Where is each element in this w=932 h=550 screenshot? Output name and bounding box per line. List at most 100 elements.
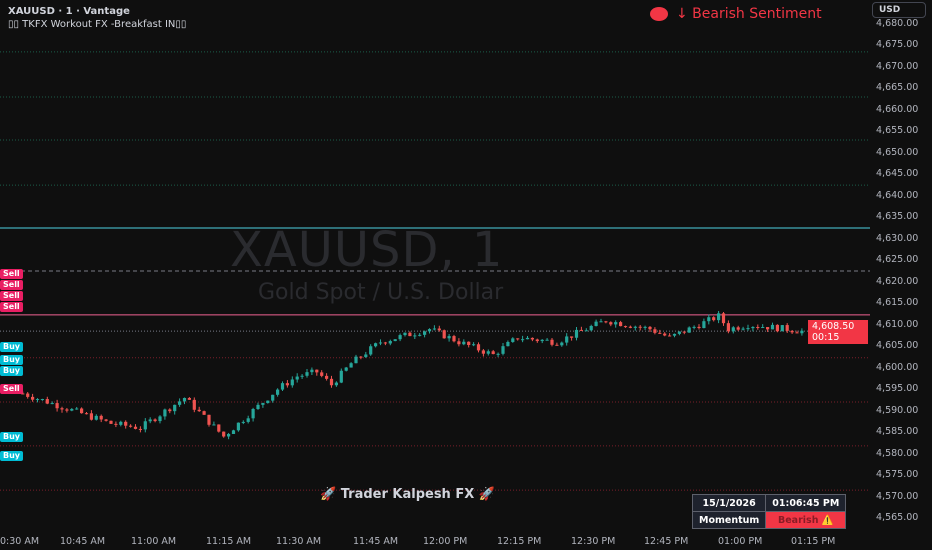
indicator-title[interactable]: ▯▯ TKFX Workout FX -Breakfast IN▯▯ xyxy=(8,19,187,30)
price-tick: 4,625.00 xyxy=(876,254,919,266)
price-tick: 4,580.00 xyxy=(876,447,919,459)
candle-body xyxy=(413,335,417,337)
candle-body xyxy=(393,339,397,342)
candle-body xyxy=(545,339,549,341)
buy-signal: Buy xyxy=(0,451,24,462)
candle-body xyxy=(266,400,270,404)
candle-body xyxy=(672,333,677,336)
price-tick: 4,670.00 xyxy=(876,60,919,72)
time-tick: 0:30 AM xyxy=(0,536,40,547)
candle-body xyxy=(143,421,147,430)
candle-body xyxy=(109,420,113,424)
candle-body xyxy=(94,415,98,420)
price-tick: 4,585.00 xyxy=(876,426,919,438)
candle-body xyxy=(192,399,196,410)
candle-body xyxy=(462,341,466,345)
candle-body xyxy=(476,344,481,351)
candle-body xyxy=(334,382,338,386)
candle-body xyxy=(726,323,730,332)
candle-body xyxy=(457,341,461,345)
candle-body xyxy=(780,325,784,332)
candle-body xyxy=(560,342,564,346)
price-tick: 4,645.00 xyxy=(876,168,919,180)
candle-body xyxy=(658,332,662,334)
candle-body xyxy=(731,327,735,332)
candle-body xyxy=(344,367,348,371)
info-time: 01:06:45 PM xyxy=(765,494,847,512)
time-tick: 11:00 AM xyxy=(131,536,177,547)
price-tick: 4,595.00 xyxy=(876,383,919,395)
candle-body xyxy=(241,421,245,423)
candle-body xyxy=(207,414,211,425)
candle-body xyxy=(623,326,628,328)
sentiment-text: ↓ Bearish Sentiment xyxy=(676,6,822,22)
candle-body xyxy=(187,397,191,400)
candle-body xyxy=(114,423,118,425)
candle-body xyxy=(721,313,726,324)
buy-signal: Buy xyxy=(0,431,24,442)
candle-body xyxy=(212,424,216,426)
candle-body xyxy=(246,418,250,422)
candle-body xyxy=(785,325,789,331)
price-tick: 4,575.00 xyxy=(876,469,919,481)
info-table: 15/1/2026 01:06:45 PM Momentum Bearish ⚠️ xyxy=(691,494,847,529)
candle-body xyxy=(383,342,387,344)
candle-body xyxy=(388,341,392,344)
candle-body xyxy=(633,326,637,328)
candle-body xyxy=(70,408,74,411)
candle-body xyxy=(364,354,368,357)
sell-signal: Sell xyxy=(0,291,23,302)
candle-body xyxy=(437,328,441,331)
chart-header: XAUUSD · 1 · Vantage ▯▯ TKFX Workout FX … xyxy=(8,5,186,31)
candle-body xyxy=(467,341,471,345)
footer-branding: 🚀 Trader Kalpesh FX 🚀 xyxy=(320,487,495,502)
candle-body xyxy=(104,419,108,421)
price-tick: 4,620.00 xyxy=(876,275,919,287)
candle-body xyxy=(173,404,177,412)
price-tick: 4,660.00 xyxy=(876,103,919,115)
candle-body xyxy=(359,356,363,358)
candle-body xyxy=(124,421,128,426)
candle-body xyxy=(305,372,309,376)
price-tick: 4,610.00 xyxy=(876,318,919,330)
candle-body xyxy=(682,331,686,333)
candle-body xyxy=(427,329,432,332)
candle-body xyxy=(99,415,103,420)
candle-body xyxy=(119,421,123,425)
candle-body xyxy=(555,344,559,346)
candle-body xyxy=(766,327,770,330)
candle-body xyxy=(378,342,383,344)
candle-body xyxy=(481,350,485,354)
candle-body xyxy=(486,351,490,354)
candle-body xyxy=(197,409,201,412)
candle-body xyxy=(251,408,255,419)
price-tick: 4,590.00 xyxy=(876,404,919,416)
candle-body xyxy=(501,346,505,354)
time-tick: 12:00 PM xyxy=(423,536,468,547)
candle-body xyxy=(668,335,672,337)
candle-body xyxy=(374,343,378,347)
candle-body xyxy=(168,409,172,412)
candle-body xyxy=(222,431,226,437)
sell-signal: Sell xyxy=(0,383,23,394)
price-tick: 4,675.00 xyxy=(876,39,919,51)
price-tick: 4,665.00 xyxy=(876,82,919,94)
candle-body xyxy=(702,321,706,329)
candle-body xyxy=(21,393,25,395)
candle-body xyxy=(349,363,353,368)
candle-body xyxy=(795,332,799,334)
sell-signal: Sell xyxy=(0,269,23,280)
currency-button[interactable]: USD xyxy=(872,2,926,18)
price-tick: 4,605.00 xyxy=(876,340,919,352)
price-tick: 4,650.00 xyxy=(876,146,919,158)
candle-body xyxy=(579,329,583,331)
candle-body xyxy=(751,326,755,329)
candle-body xyxy=(746,328,750,330)
price-tick: 4,565.00 xyxy=(876,512,919,524)
candle-body xyxy=(261,403,265,405)
symbol-title[interactable]: XAUUSD · 1 · Vantage xyxy=(8,6,130,17)
watermark-description: Gold Spot / U.S. Dollar xyxy=(258,280,504,305)
candle-body xyxy=(84,413,89,415)
price-tick: 4,600.00 xyxy=(876,361,919,373)
